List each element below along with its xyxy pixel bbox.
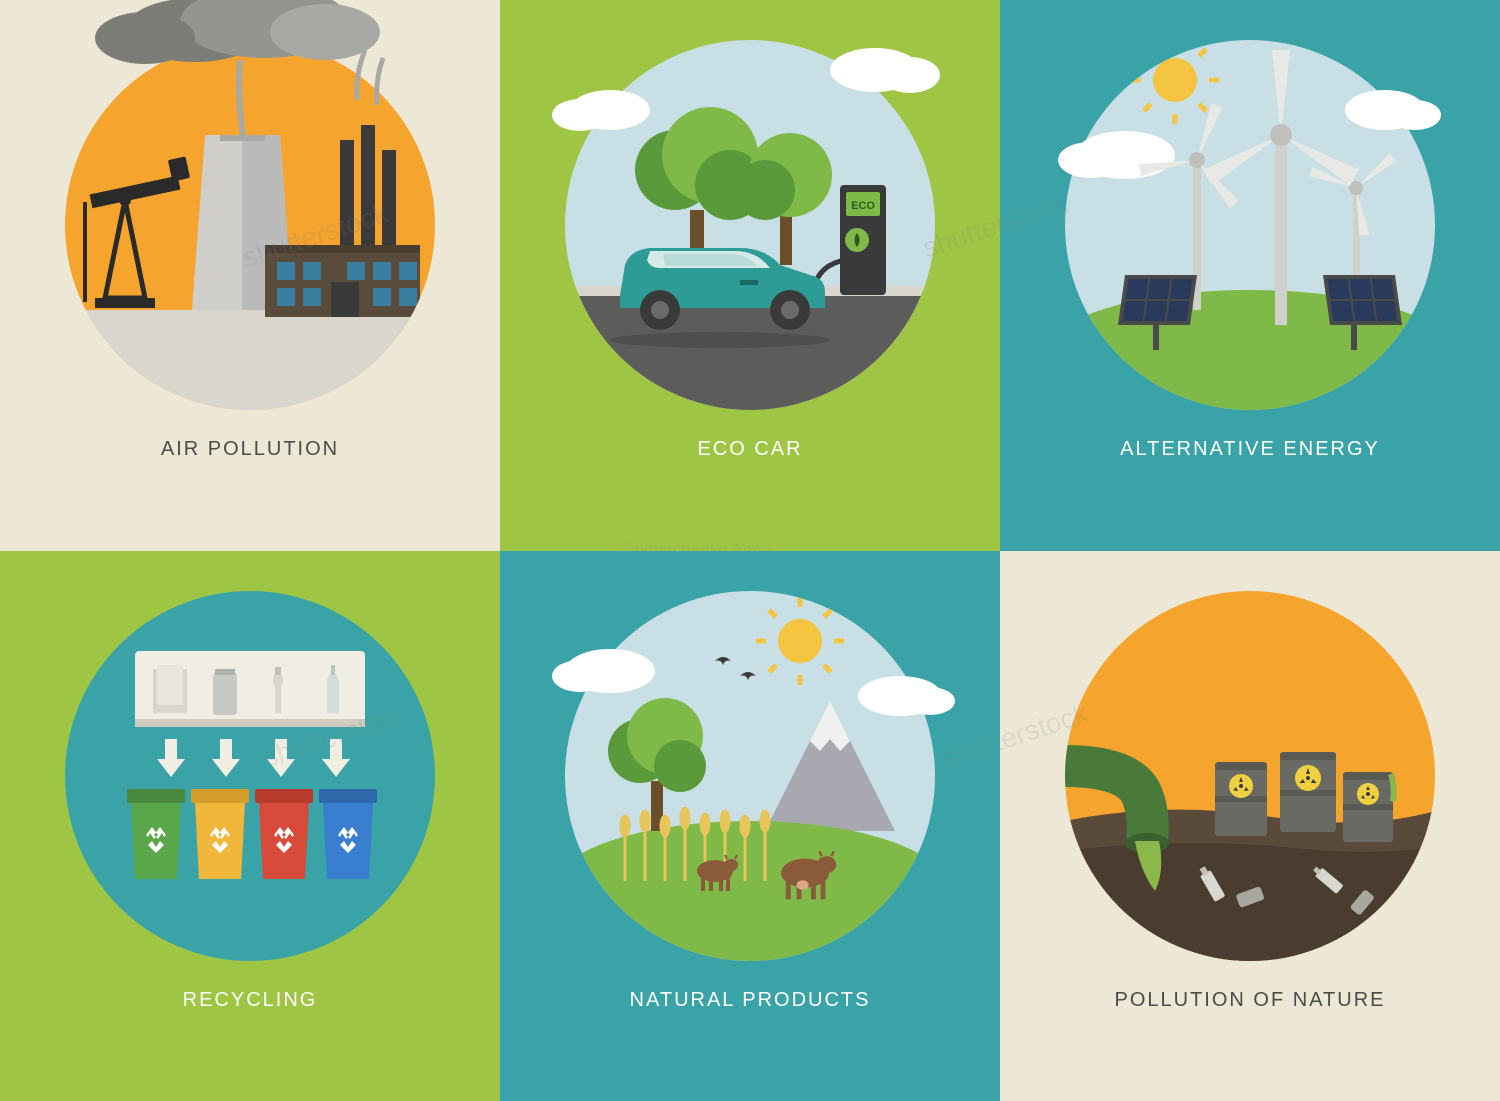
barrel-icon xyxy=(1215,752,1394,842)
panel-label: POLLUTION OF NATURE xyxy=(1115,989,1386,1012)
pollution-nature-illustration xyxy=(1065,591,1435,961)
smoke-icon xyxy=(95,0,383,135)
panel-recycling: RECYCLING xyxy=(0,551,500,1101)
natural-products-illustration xyxy=(565,591,935,961)
smokestacks-icon xyxy=(340,125,396,250)
recycling-illustration xyxy=(65,591,435,961)
sun-icon xyxy=(1131,36,1219,124)
shelf-icon xyxy=(135,651,365,727)
svg-text:ECO: ECO xyxy=(851,200,875,212)
bins-icon xyxy=(127,789,377,879)
panel-label: ALTERNATIVE ENERGY xyxy=(1120,438,1380,461)
panel-alternative-energy: ALTERNATIVE ENERGY xyxy=(1000,0,1500,551)
sun-icon xyxy=(756,597,844,685)
cloud-icon xyxy=(552,649,955,716)
oil-pump-icon xyxy=(83,156,190,308)
tree-icon xyxy=(608,698,706,831)
tree-icon xyxy=(635,107,832,270)
factory-building-icon xyxy=(265,245,420,317)
eco-car-illustration: ECO xyxy=(565,40,935,410)
arrow-icon xyxy=(157,739,350,777)
panel-pollution-nature: POLLUTION OF NATURE xyxy=(1000,551,1500,1101)
panel-natural-products: NATURAL PRODUCTS xyxy=(500,551,1000,1101)
mountain-icon xyxy=(765,701,895,831)
cloud-icon xyxy=(552,48,940,131)
infographic-grid: AIR POLLUTION xyxy=(0,0,1500,1101)
panel-label: ECO CAR xyxy=(697,438,802,461)
air-pollution-illustration xyxy=(65,40,435,410)
bird-icon xyxy=(715,657,756,680)
panel-label: NATURAL PRODUCTS xyxy=(630,989,871,1012)
alt-energy-illustration xyxy=(1065,40,1435,410)
panel-air-pollution: AIR POLLUTION xyxy=(0,0,500,551)
panel-label: AIR POLLUTION xyxy=(161,438,339,461)
charger-icon: ECO xyxy=(815,185,886,295)
panel-label: RECYCLING xyxy=(183,989,318,1012)
panel-eco-car: ECO ECO CAR xyxy=(500,0,1000,551)
